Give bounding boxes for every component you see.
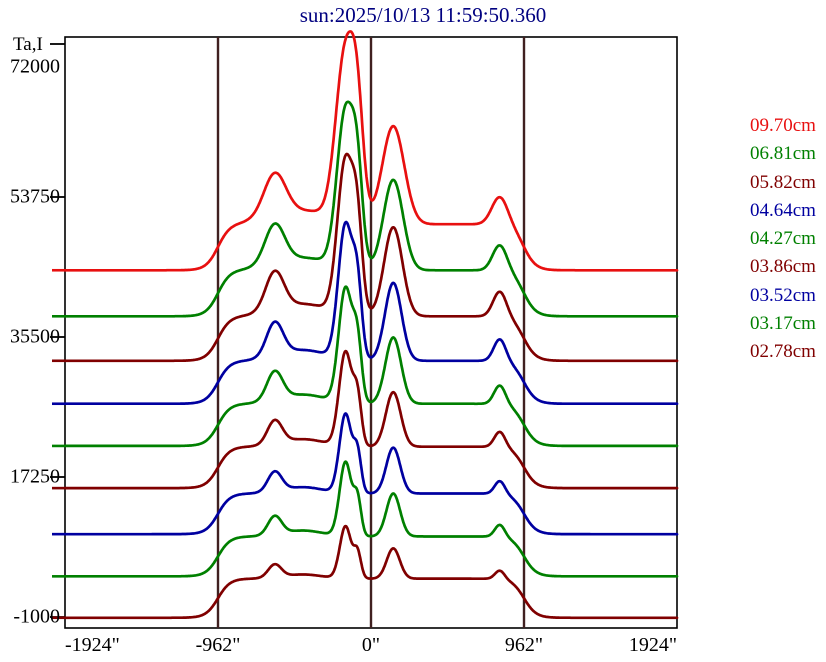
x-tick-label: 962" — [504, 634, 544, 656]
y-tick-label: 53750 — [10, 185, 60, 208]
scan-curve-04.27cm — [63, 285, 679, 448]
x-tick-label: 0" — [361, 634, 381, 656]
legend-item: 03.17cm — [750, 313, 816, 335]
legend-item: 06.81cm — [750, 143, 816, 165]
legend-item: 02.78cm — [750, 341, 816, 363]
y-tick-label: 35500 — [10, 325, 60, 348]
x-tick-label: 1924" — [628, 634, 677, 656]
y-tick-label: -1000 — [13, 605, 60, 628]
legend-item: 03.52cm — [750, 284, 816, 306]
scan-curve-03.86cm — [63, 349, 679, 490]
plot-title: sun:2025/10/13 11:59:50.360 — [299, 3, 547, 27]
legend-item: 09.70cm — [750, 115, 816, 136]
legend: 09.70cm 06.81cm 05.82cm 04.64cm 04.27cm 03.86… — [750, 112, 816, 367]
y-tick-label: 17250 — [10, 465, 60, 488]
scan-curve-02.78cm — [63, 524, 679, 620]
scan-curve-09.70cm — [63, 30, 679, 272]
legend-item: 03.86cm — [750, 256, 816, 278]
y-tick-label: 72000 — [10, 55, 60, 78]
x-tick-label: -1924" — [65, 634, 120, 656]
legend-item: 04.64cm — [750, 199, 816, 221]
scan-curve-03.52cm — [63, 412, 679, 536]
scan-curve-06.81cm — [63, 100, 679, 318]
legend-item: 04.27cm — [750, 228, 816, 250]
legend-item: 05.82cm — [750, 171, 816, 193]
scan-curve-05.82cm — [63, 152, 679, 363]
y-axis-label: Ta,I — [13, 34, 43, 55]
scan-curve-04.64cm — [63, 220, 679, 406]
scan-curve-03.17cm — [63, 460, 679, 578]
x-tick-label: -962" — [195, 634, 241, 656]
